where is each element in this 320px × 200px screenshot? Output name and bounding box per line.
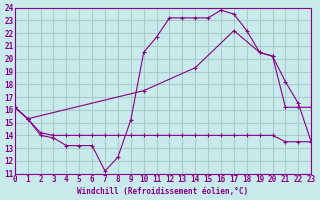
X-axis label: Windchill (Refroidissement éolien,°C): Windchill (Refroidissement éolien,°C) [77,187,249,196]
